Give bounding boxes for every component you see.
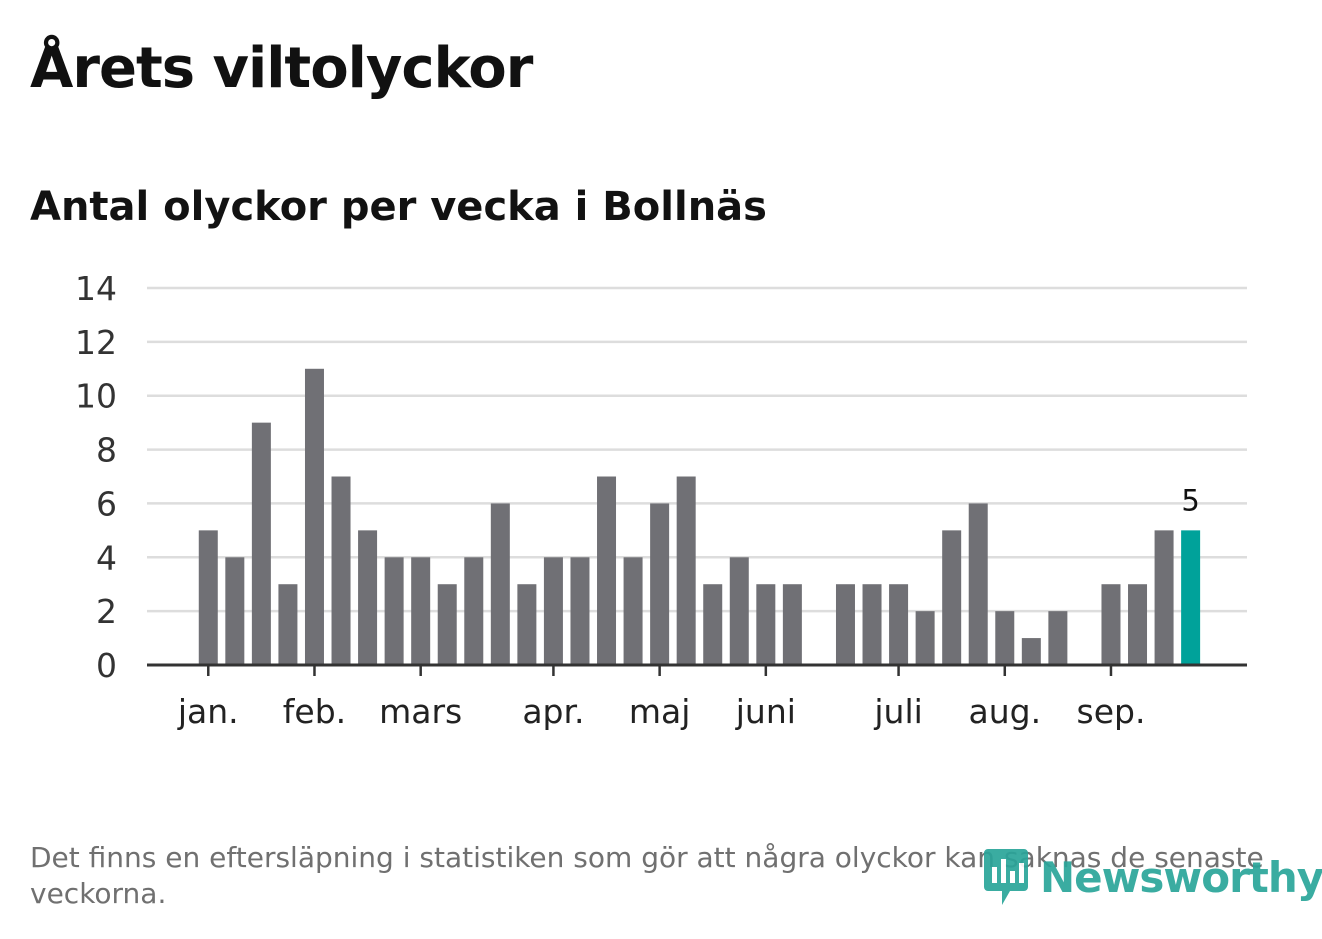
y-tick-label: 14 — [75, 269, 117, 308]
bar — [384, 557, 404, 665]
bar — [304, 368, 324, 665]
y-tick-label: 8 — [96, 431, 117, 470]
bar — [915, 611, 935, 665]
bar — [942, 530, 962, 665]
bar — [517, 584, 537, 665]
bar — [464, 557, 484, 665]
x-axis — [147, 663, 1247, 676]
bars — [198, 368, 1201, 665]
bar-highlight — [1181, 530, 1201, 665]
y-tick-label: 0 — [96, 646, 117, 685]
bar — [437, 584, 457, 665]
newsworthy-logo-icon — [984, 849, 1028, 905]
bar — [570, 557, 590, 665]
bar — [358, 530, 378, 665]
x-tick-label: sep. — [1077, 692, 1146, 731]
bar — [729, 557, 749, 665]
bar — [889, 584, 909, 665]
bar — [835, 584, 855, 665]
x-tick-label: aug. — [968, 692, 1041, 731]
bar — [756, 584, 776, 665]
x-tick-label: feb. — [283, 692, 346, 731]
newsworthy-logo[interactable]: Newsworthy — [982, 842, 1322, 912]
bar — [650, 503, 670, 665]
x-tick-label: mars — [379, 692, 462, 731]
y-tick-label: 4 — [96, 538, 117, 577]
bar — [1048, 611, 1068, 665]
bar — [251, 422, 271, 665]
x-tick-label: jan. — [177, 692, 239, 731]
footnote: Det finns en eftersläpning i statistiken… — [30, 841, 1264, 910]
x-tick-label: apr. — [522, 692, 584, 731]
bar — [703, 584, 723, 665]
bar — [597, 476, 617, 665]
bar — [411, 557, 431, 665]
gridlines — [147, 286, 1247, 613]
bar — [782, 584, 802, 665]
bar — [995, 611, 1015, 665]
y-tick-label: 2 — [96, 592, 117, 631]
bar — [490, 503, 510, 665]
brand-name: Newsworthy — [1040, 852, 1322, 902]
x-tick-labels: jan. feb. mars apr. maj juni juli aug. sep. — [177, 692, 1146, 731]
bar — [1021, 638, 1041, 665]
bar — [225, 557, 245, 665]
y-tick-labels: 0 2 4 6 8 10 12 14 — [75, 269, 117, 685]
bar — [1101, 584, 1121, 665]
bar — [331, 476, 351, 665]
bar — [543, 557, 563, 665]
chart-subtitle: Antal olyckor per vecka i Bollnäs — [30, 184, 767, 230]
x-tick-label: juli — [873, 692, 922, 731]
bar — [198, 530, 218, 665]
y-tick-label: 6 — [96, 484, 117, 523]
chart-title: Årets viltolyckor — [30, 36, 533, 101]
y-tick-label: 10 — [75, 377, 117, 416]
bar — [1128, 584, 1148, 665]
bar — [968, 503, 988, 665]
data-label-latest: 5 — [1181, 483, 1199, 517]
bar — [676, 476, 696, 665]
x-tick-label: maj — [629, 692, 691, 731]
data-labels: 5 — [1181, 483, 1199, 517]
bar — [278, 584, 298, 665]
bar — [1154, 530, 1174, 665]
bar — [623, 557, 643, 665]
bar — [862, 584, 882, 665]
bar-chart: 0 2 4 6 8 10 12 14 jan. feb. mars apr. maj juni juli a… — [75, 269, 1247, 731]
x-tick-label: juni — [735, 692, 796, 731]
y-tick-label: 12 — [75, 323, 117, 362]
